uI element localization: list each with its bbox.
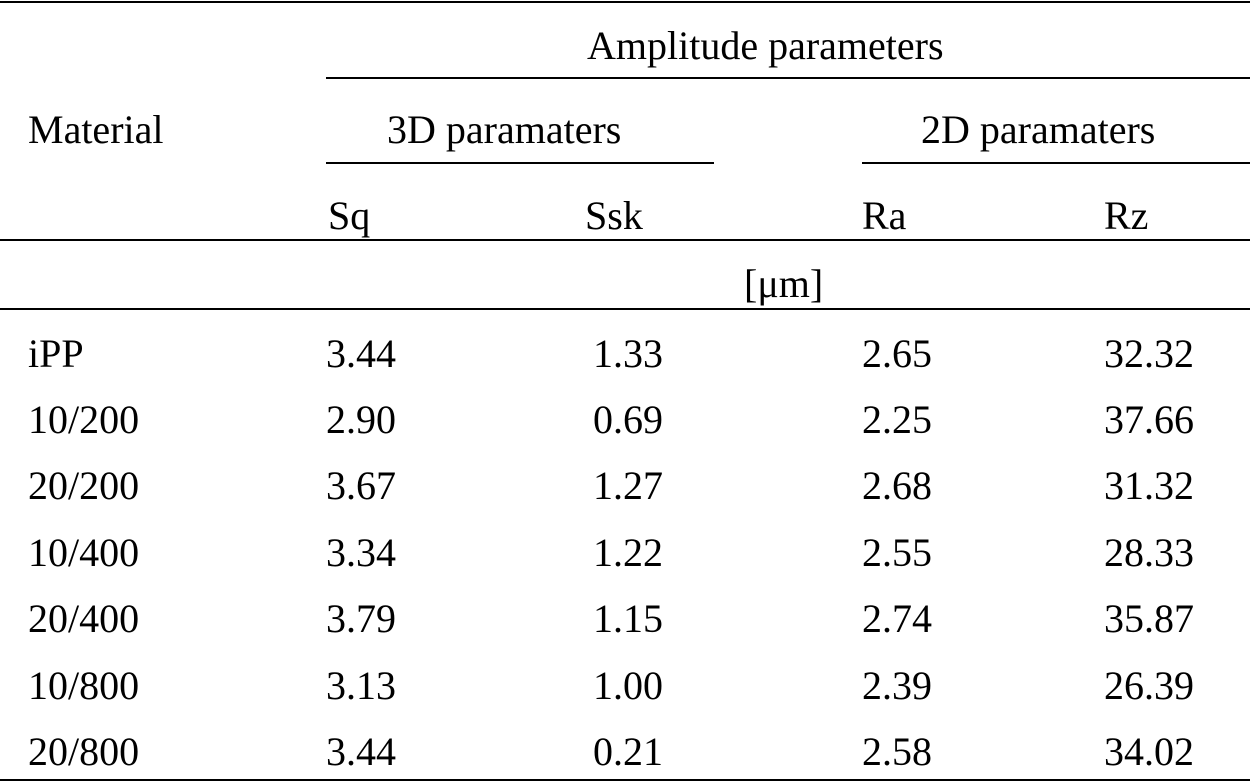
row-material: 10/800 [28, 663, 140, 708]
row-ra: 2.68 [862, 463, 932, 508]
row-rz: 28.33 [1104, 530, 1194, 575]
header-material: Material [28, 107, 164, 152]
header-3d-parameters: 3D paramaters [387, 107, 622, 152]
row-ra: 2.25 [862, 397, 932, 442]
row-ssk: 0.21 [593, 729, 663, 774]
row-material: 20/400 [28, 596, 140, 641]
row-rz: 31.32 [1104, 463, 1194, 508]
row-ra: 2.58 [862, 729, 932, 774]
unit-label: [μm] [744, 261, 824, 306]
row-ssk: 1.15 [593, 596, 663, 641]
row-rz: 34.02 [1104, 729, 1194, 774]
row-sq: 3.67 [326, 463, 396, 508]
row-material: 20/200 [28, 463, 140, 508]
row-ra: 2.55 [862, 530, 932, 575]
row-rz: 26.39 [1104, 663, 1194, 708]
row-ra: 2.74 [862, 596, 932, 641]
row-material: iPP [28, 331, 84, 376]
row-ra: 2.65 [862, 331, 932, 376]
row-sq: 3.44 [326, 729, 396, 774]
header-amplitude-parameters: Amplitude parameters [587, 23, 944, 68]
row-ssk: 0.69 [593, 397, 663, 442]
header-bottom-rule [0, 239, 1250, 241]
group-2d-rule [862, 162, 1250, 164]
row-material: 10/400 [28, 530, 140, 575]
row-material: 20/800 [28, 729, 140, 774]
header-2d-parameters: 2D paramaters [921, 107, 1156, 152]
row-ra: 2.39 [862, 663, 932, 708]
group-3d-rule [326, 162, 714, 164]
row-ssk: 1.00 [593, 663, 663, 708]
row-ssk: 1.33 [593, 331, 663, 376]
row-sq: 3.44 [326, 331, 396, 376]
column-header-rz: Rz [1104, 193, 1149, 238]
row-rz: 37.66 [1104, 397, 1194, 442]
column-header-ssk: Ssk [585, 193, 643, 238]
column-header-ra: Ra [862, 193, 907, 238]
row-ssk: 1.22 [593, 530, 663, 575]
unit-bottom-rule [0, 308, 1250, 310]
amplitude-group-rule [326, 77, 1250, 79]
row-sq: 3.79 [326, 596, 396, 641]
column-header-sq: Sq [328, 193, 371, 238]
row-rz: 35.87 [1104, 596, 1194, 641]
row-material: 10/200 [28, 397, 140, 442]
table-top-rule [0, 1, 1250, 3]
row-sq: 3.13 [326, 663, 396, 708]
table-bottom-rule [0, 779, 1250, 781]
row-ssk: 1.27 [593, 463, 663, 508]
row-sq: 2.90 [326, 397, 396, 442]
row-rz: 32.32 [1104, 331, 1194, 376]
row-sq: 3.34 [326, 530, 396, 575]
